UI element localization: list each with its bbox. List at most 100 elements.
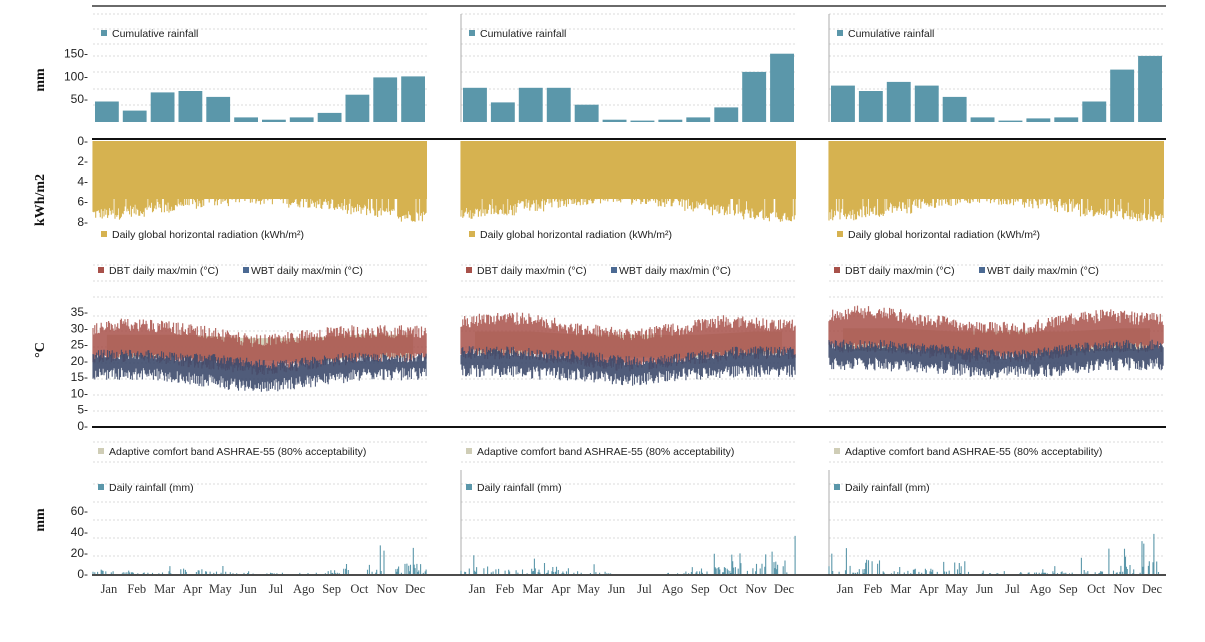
cumulative-rain-bar-Oct bbox=[714, 107, 739, 122]
month-tick-label: May bbox=[945, 582, 969, 596]
legend-swatch-wbt bbox=[243, 267, 249, 273]
legend-label-daily-rain: Daily rainfall (mm) bbox=[845, 482, 930, 494]
month-tick-label: Dec bbox=[405, 582, 426, 596]
daily-rain-tick-label: 0- bbox=[77, 567, 88, 581]
month-tick-label: May bbox=[577, 582, 601, 596]
temperature-tick-label: 20- bbox=[71, 354, 88, 368]
month-tick-label: Jun bbox=[608, 582, 626, 596]
legend-label-wbt: WBT daily max/min (°C) bbox=[619, 265, 731, 277]
legend-label-radiation: Daily global horizontal radiation (kWh/m… bbox=[480, 229, 672, 241]
wbt-daily-range bbox=[92, 349, 427, 392]
month-tick-label: Apr bbox=[551, 582, 571, 596]
cumulative-rain-bar-Ago bbox=[1026, 118, 1051, 122]
cumulative-rain-bar-Dec bbox=[1138, 55, 1162, 122]
month-tick-label: Feb bbox=[496, 582, 515, 596]
legend-swatch-wbt bbox=[611, 267, 617, 273]
cumulative-rain-bar-May bbox=[942, 96, 967, 122]
temperature-tick-label: 35- bbox=[71, 305, 88, 319]
legend-swatch-comfort bbox=[98, 448, 104, 454]
month-tick-label: Nov bbox=[745, 582, 767, 596]
legend-swatch-dbt bbox=[834, 267, 840, 273]
radiation-tick-label: 4- bbox=[77, 174, 88, 188]
legend-label-dbt: DBT daily max/min (°C) bbox=[109, 265, 219, 277]
legend-swatch-radiation bbox=[469, 231, 475, 237]
cumulative-rain-bar-Jul bbox=[262, 119, 286, 122]
cumulative-rain-bar-Ago bbox=[289, 117, 314, 122]
legend-swatch-comfort bbox=[834, 448, 840, 454]
daily-rain-tick-label: 60- bbox=[71, 504, 88, 518]
cumulative-rain-bar-Apr bbox=[546, 87, 571, 122]
month-tick-label: Oct bbox=[719, 582, 738, 596]
unit-label-rain-daily: mm bbox=[33, 508, 48, 532]
radiation-tick-label: 6- bbox=[77, 195, 88, 209]
radiation-tick-label: 0- bbox=[77, 134, 88, 148]
legend-swatch-cumulative-rain bbox=[469, 30, 475, 36]
cumulative-rain-bar-May bbox=[206, 96, 231, 122]
cumulative-rain-bar-Jul bbox=[998, 120, 1023, 122]
legend-label-cumulative-rain: Cumulative rainfall bbox=[112, 28, 198, 40]
cumulative-rain-bar-Nov bbox=[1110, 69, 1135, 122]
temperature-tick-label: 5- bbox=[77, 403, 88, 417]
rain-cum-tick-label: 100- bbox=[64, 69, 88, 83]
cumulative-rain-bar-Apr bbox=[914, 85, 939, 122]
month-tick-label: Feb bbox=[864, 582, 883, 596]
cumulative-rain-bar-Jan bbox=[463, 87, 487, 122]
legend-label-daily-rain: Daily rainfall (mm) bbox=[477, 482, 562, 494]
cumulative-rain-bar-Ago bbox=[658, 119, 683, 122]
month-tick-label: Oct bbox=[350, 582, 369, 596]
temperature-tick-label: 30- bbox=[71, 321, 88, 335]
cumulative-rain-bar-Nov bbox=[742, 71, 767, 122]
daily-rain-bars bbox=[460, 535, 796, 574]
temperature-tick-label: 10- bbox=[71, 386, 88, 400]
month-tick-label: Dec bbox=[1142, 582, 1163, 596]
temperature-tick-label: 0- bbox=[77, 419, 88, 433]
legend-swatch-daily-rain bbox=[98, 484, 104, 490]
legend-label-comfort: Adaptive comfort band ASHRAE-55 (80% acc… bbox=[477, 446, 734, 458]
cumulative-rain-bar-Jan bbox=[831, 85, 855, 122]
month-tick-label: Jan bbox=[837, 582, 854, 596]
unit-label-radiation: kWh/m2 bbox=[33, 174, 48, 226]
month-tick-label: Apr bbox=[183, 582, 203, 596]
legend-label-cumulative-rain: Cumulative rainfall bbox=[480, 28, 566, 40]
month-tick-label: Sep bbox=[1059, 582, 1078, 596]
cumulative-rain-bar-Feb bbox=[858, 91, 883, 122]
chart-frame bbox=[92, 5, 1166, 576]
cumulative-rain-bar-Jun bbox=[970, 117, 995, 122]
month-tick-label: Jun bbox=[239, 582, 257, 596]
month-tick-label: Dec bbox=[774, 582, 795, 596]
radiation-daily-bars bbox=[828, 141, 1164, 223]
legend-swatch-radiation bbox=[101, 231, 107, 237]
shared-axes: 50- 100- 150- 0- 2- 4- 6- 8- 0- 5- 10- 15- 20- 25- 30-… bbox=[64, 47, 88, 581]
dbt-daily-range bbox=[828, 305, 1164, 363]
legend-swatch-daily-rain bbox=[466, 484, 472, 490]
cumulative-rain-bar-Sep bbox=[1054, 117, 1079, 122]
legend-label-dbt: DBT daily max/min (°C) bbox=[477, 265, 587, 277]
cumulative-rain-bar-Mar bbox=[150, 92, 175, 122]
cumulative-rain-bar-Jun bbox=[602, 119, 627, 122]
radiation-tick-label: 8- bbox=[77, 215, 88, 229]
month-tick-label: Nov bbox=[1113, 582, 1135, 596]
station-panel-1: Cumulative rainfall Daily global horizont… bbox=[92, 13, 427, 596]
legend-swatch-comfort bbox=[466, 448, 472, 454]
legend-label-cumulative-rain: Cumulative rainfall bbox=[848, 28, 934, 40]
legend-swatch-cumulative-rain bbox=[837, 30, 843, 36]
month-tick-label: Mar bbox=[154, 582, 176, 596]
cumulative-rain-bar-Jun bbox=[234, 117, 258, 122]
cumulative-rain-bar-Mar bbox=[886, 81, 911, 122]
cumulative-rain-bar-Apr bbox=[178, 91, 203, 122]
month-tick-label: Ago bbox=[662, 582, 684, 596]
radiation-daily-bars bbox=[460, 141, 796, 222]
month-tick-label: Oct bbox=[1087, 582, 1106, 596]
daily-rain-bars bbox=[828, 533, 1160, 574]
legend-label-comfort: Adaptive comfort band ASHRAE-55 (80% acc… bbox=[845, 446, 1102, 458]
daily-rain-bars bbox=[92, 545, 427, 574]
legend-label-wbt: WBT daily max/min (°C) bbox=[987, 265, 1099, 277]
radiation-tick-label: 2- bbox=[77, 154, 88, 168]
rain-cum-tick-label: 50- bbox=[71, 92, 88, 106]
temperature-tick-label: 15- bbox=[71, 370, 88, 384]
cumulative-rain-bar-Feb bbox=[490, 102, 515, 122]
chart-panels: Cumulative rainfall Daily global horizont… bbox=[92, 13, 1164, 596]
month-tick-label: Jul bbox=[1005, 582, 1020, 596]
month-tick-label: Mar bbox=[890, 582, 912, 596]
